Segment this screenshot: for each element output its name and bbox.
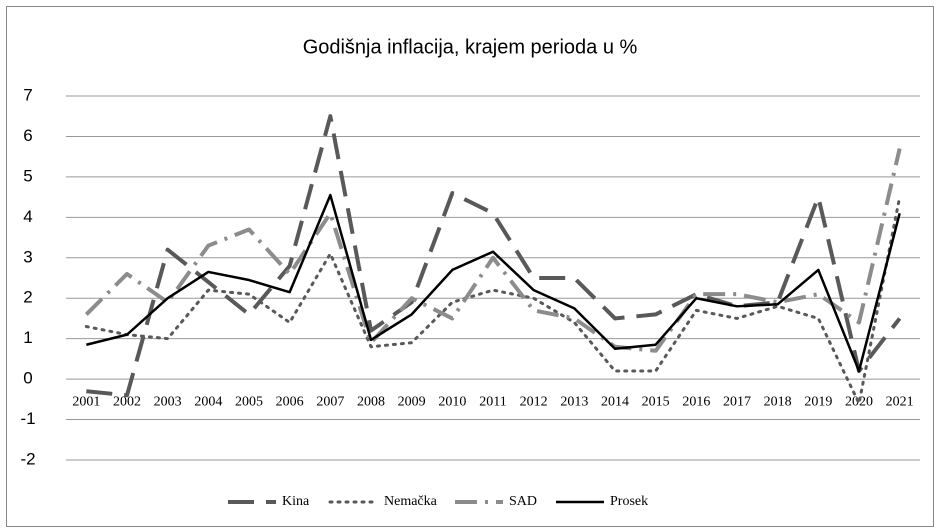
y-tick-label: 2 (23, 288, 32, 307)
x-tick-label: 2007 (316, 394, 344, 409)
x-tick-label: 2018 (764, 394, 792, 409)
x-tick-label: 2006 (276, 394, 304, 409)
x-tick-label: 2017 (723, 394, 751, 409)
x-tick-label: 2003 (154, 394, 182, 409)
chart-frame (6, 6, 934, 527)
x-tick-label: 2008 (357, 394, 385, 409)
x-tick-label: 2015 (642, 394, 670, 409)
x-tick-label: 2013 (560, 394, 588, 409)
x-tick-label: 2001 (72, 394, 100, 409)
y-tick-label: 7 (23, 85, 32, 104)
series-line (86, 193, 901, 373)
legend-label: Prosek (610, 494, 648, 509)
y-tick-label: 0 (23, 369, 32, 388)
x-tick-label: 2005 (235, 394, 263, 409)
chart-title: Godišnja inflacija, krajem perioda u % (303, 36, 638, 58)
series-line (86, 114, 902, 398)
y-tick-label: 1 (23, 328, 32, 347)
y-tick-label: 3 (23, 247, 32, 266)
x-tick-label: 2019 (804, 394, 832, 409)
x-tick-label: 2009 (398, 394, 426, 409)
y-tick-label: -2 (20, 449, 35, 468)
y-tick-label: 4 (23, 207, 32, 226)
x-tick-label: 2012 (520, 394, 548, 409)
x-tick-label: 2016 (682, 394, 710, 409)
y-tick-label: 6 (23, 126, 32, 145)
x-tick-label: 2004 (194, 394, 222, 409)
x-tick-label: 2010 (438, 394, 466, 409)
legend-label: Kina (282, 494, 310, 509)
x-tick-label: 2014 (601, 394, 629, 409)
series-line (84, 195, 902, 405)
y-tick-label: -1 (20, 409, 35, 428)
legend-label: Nemačka (384, 494, 438, 509)
x-tick-label: 2021 (886, 394, 914, 409)
x-tick-label: 2011 (479, 394, 506, 409)
y-tick-label: 5 (23, 166, 32, 185)
legend-label: SAD (509, 494, 537, 509)
series-line (84, 148, 902, 353)
x-tick-label: 2002 (113, 394, 141, 409)
